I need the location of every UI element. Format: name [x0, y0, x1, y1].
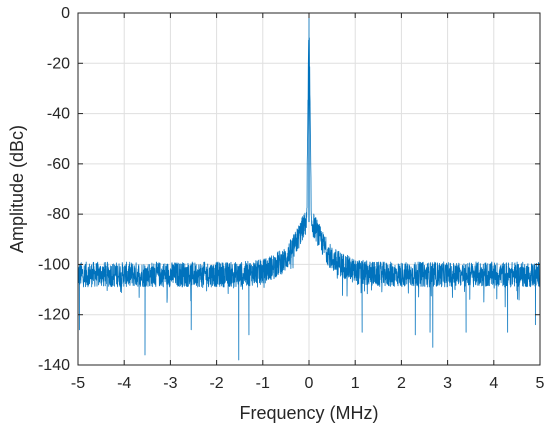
y-tick-label: -60: [47, 156, 70, 173]
y-axis-title: Amplitude (dBc): [7, 125, 27, 253]
y-tick-labels: 0 -20 -40 -60 -80 -100 -120 -140: [38, 5, 70, 374]
x-tick-labels: -5 -4 -3 -2 -1 0 1 2 3 4 5: [71, 375, 545, 392]
y-tick-label: -100: [38, 256, 70, 273]
x-tick-label: -5: [71, 375, 85, 392]
y-tick-label: 0: [61, 5, 70, 22]
x-tick-label: 0: [305, 375, 314, 392]
spectrum-series-line: [77, 12, 541, 361]
x-tick-label: -4: [117, 375, 131, 392]
y-tick-label: -80: [47, 206, 70, 223]
x-tick-label: 3: [443, 375, 452, 392]
x-tick-label: 2: [397, 375, 406, 392]
x-tick-label: -2: [209, 375, 223, 392]
x-tick-label: 5: [536, 375, 545, 392]
data-layer: [77, 12, 541, 361]
x-tick-label: -1: [256, 375, 270, 392]
x-tick-label: 4: [489, 375, 498, 392]
y-tick-label: -40: [47, 106, 70, 123]
y-tick-label: -140: [38, 357, 70, 374]
axis-ticks: [77, 12, 541, 366]
x-tick-label: 1: [351, 375, 360, 392]
y-tick-label: -20: [47, 55, 70, 72]
x-tick-label: -3: [163, 375, 177, 392]
x-axis-title: Frequency (MHz): [239, 403, 378, 423]
y-tick-label: -120: [38, 307, 70, 324]
